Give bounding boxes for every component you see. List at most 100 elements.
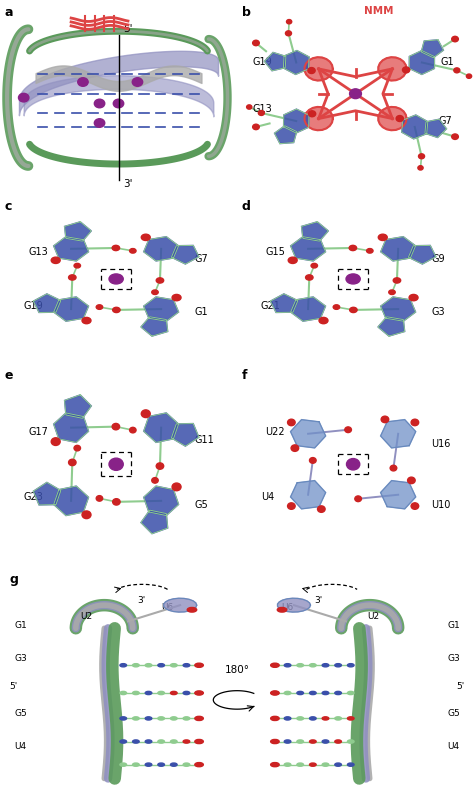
Circle shape (277, 607, 287, 612)
Circle shape (291, 445, 299, 451)
Text: G13: G13 (253, 104, 273, 114)
Circle shape (51, 257, 60, 264)
Circle shape (389, 290, 395, 295)
Polygon shape (172, 245, 199, 264)
Text: b: b (242, 6, 251, 19)
Text: U22: U22 (265, 426, 285, 437)
Circle shape (297, 691, 303, 695)
Circle shape (284, 717, 291, 720)
Text: 3': 3' (314, 596, 322, 605)
Circle shape (466, 74, 472, 78)
Circle shape (152, 290, 158, 295)
Text: G17: G17 (28, 426, 48, 437)
Circle shape (120, 691, 127, 695)
Circle shape (158, 691, 164, 695)
Circle shape (452, 37, 458, 41)
Text: G19: G19 (24, 300, 44, 311)
Circle shape (132, 78, 143, 86)
Circle shape (109, 274, 123, 284)
Polygon shape (141, 316, 168, 336)
Circle shape (69, 275, 76, 280)
Polygon shape (141, 510, 168, 534)
Circle shape (133, 763, 139, 766)
Polygon shape (54, 486, 89, 516)
Text: G7: G7 (438, 116, 452, 126)
Text: 3': 3' (123, 179, 133, 189)
Polygon shape (291, 237, 326, 261)
Circle shape (196, 740, 202, 743)
Circle shape (133, 691, 139, 695)
Circle shape (171, 763, 177, 766)
Circle shape (272, 717, 278, 720)
Circle shape (82, 317, 91, 324)
Circle shape (288, 419, 295, 426)
Text: e: e (5, 369, 13, 382)
Circle shape (253, 124, 259, 130)
Circle shape (183, 691, 190, 695)
Circle shape (318, 506, 325, 512)
Circle shape (452, 134, 458, 139)
Circle shape (378, 234, 387, 241)
Polygon shape (264, 53, 286, 71)
Polygon shape (144, 297, 179, 321)
Text: U4: U4 (14, 742, 27, 751)
Circle shape (145, 763, 152, 766)
Circle shape (141, 234, 150, 241)
Circle shape (347, 740, 354, 743)
Text: 180°: 180° (225, 665, 249, 675)
Circle shape (133, 717, 139, 720)
Circle shape (272, 691, 278, 695)
Polygon shape (144, 486, 179, 516)
Polygon shape (64, 222, 91, 241)
Text: G1: G1 (14, 622, 27, 630)
Text: NMM: NMM (365, 6, 394, 16)
Circle shape (310, 691, 316, 695)
Circle shape (152, 477, 158, 483)
Polygon shape (291, 419, 326, 448)
Text: U10: U10 (431, 500, 451, 510)
Circle shape (345, 427, 351, 433)
Text: G11: G11 (194, 435, 214, 445)
Circle shape (286, 20, 292, 24)
Circle shape (297, 763, 303, 766)
Circle shape (322, 717, 329, 720)
Circle shape (69, 459, 76, 465)
Circle shape (51, 438, 60, 446)
Circle shape (74, 446, 81, 451)
Circle shape (393, 278, 401, 283)
Circle shape (322, 691, 329, 695)
Polygon shape (381, 481, 416, 509)
Circle shape (288, 503, 295, 509)
Text: U6: U6 (161, 603, 173, 612)
Polygon shape (283, 50, 309, 74)
Circle shape (297, 740, 303, 743)
Circle shape (322, 740, 329, 743)
Circle shape (335, 740, 341, 743)
Polygon shape (283, 109, 309, 133)
Circle shape (258, 111, 264, 116)
Circle shape (335, 691, 341, 695)
Circle shape (402, 67, 410, 73)
Circle shape (195, 763, 203, 767)
Text: a: a (5, 6, 13, 19)
Circle shape (183, 740, 190, 743)
Circle shape (74, 263, 81, 268)
Circle shape (78, 78, 88, 86)
Circle shape (145, 691, 152, 695)
Circle shape (381, 416, 389, 422)
Circle shape (195, 740, 203, 744)
Circle shape (129, 249, 136, 253)
Circle shape (172, 483, 181, 491)
Text: g: g (9, 573, 18, 586)
Circle shape (18, 93, 29, 102)
Circle shape (409, 294, 418, 300)
Circle shape (112, 423, 119, 430)
Circle shape (196, 691, 202, 695)
Text: G23: G23 (24, 492, 44, 502)
Circle shape (96, 496, 103, 501)
Polygon shape (144, 237, 179, 261)
Circle shape (183, 717, 190, 720)
Circle shape (253, 40, 259, 45)
Polygon shape (301, 222, 328, 241)
Polygon shape (54, 237, 89, 261)
